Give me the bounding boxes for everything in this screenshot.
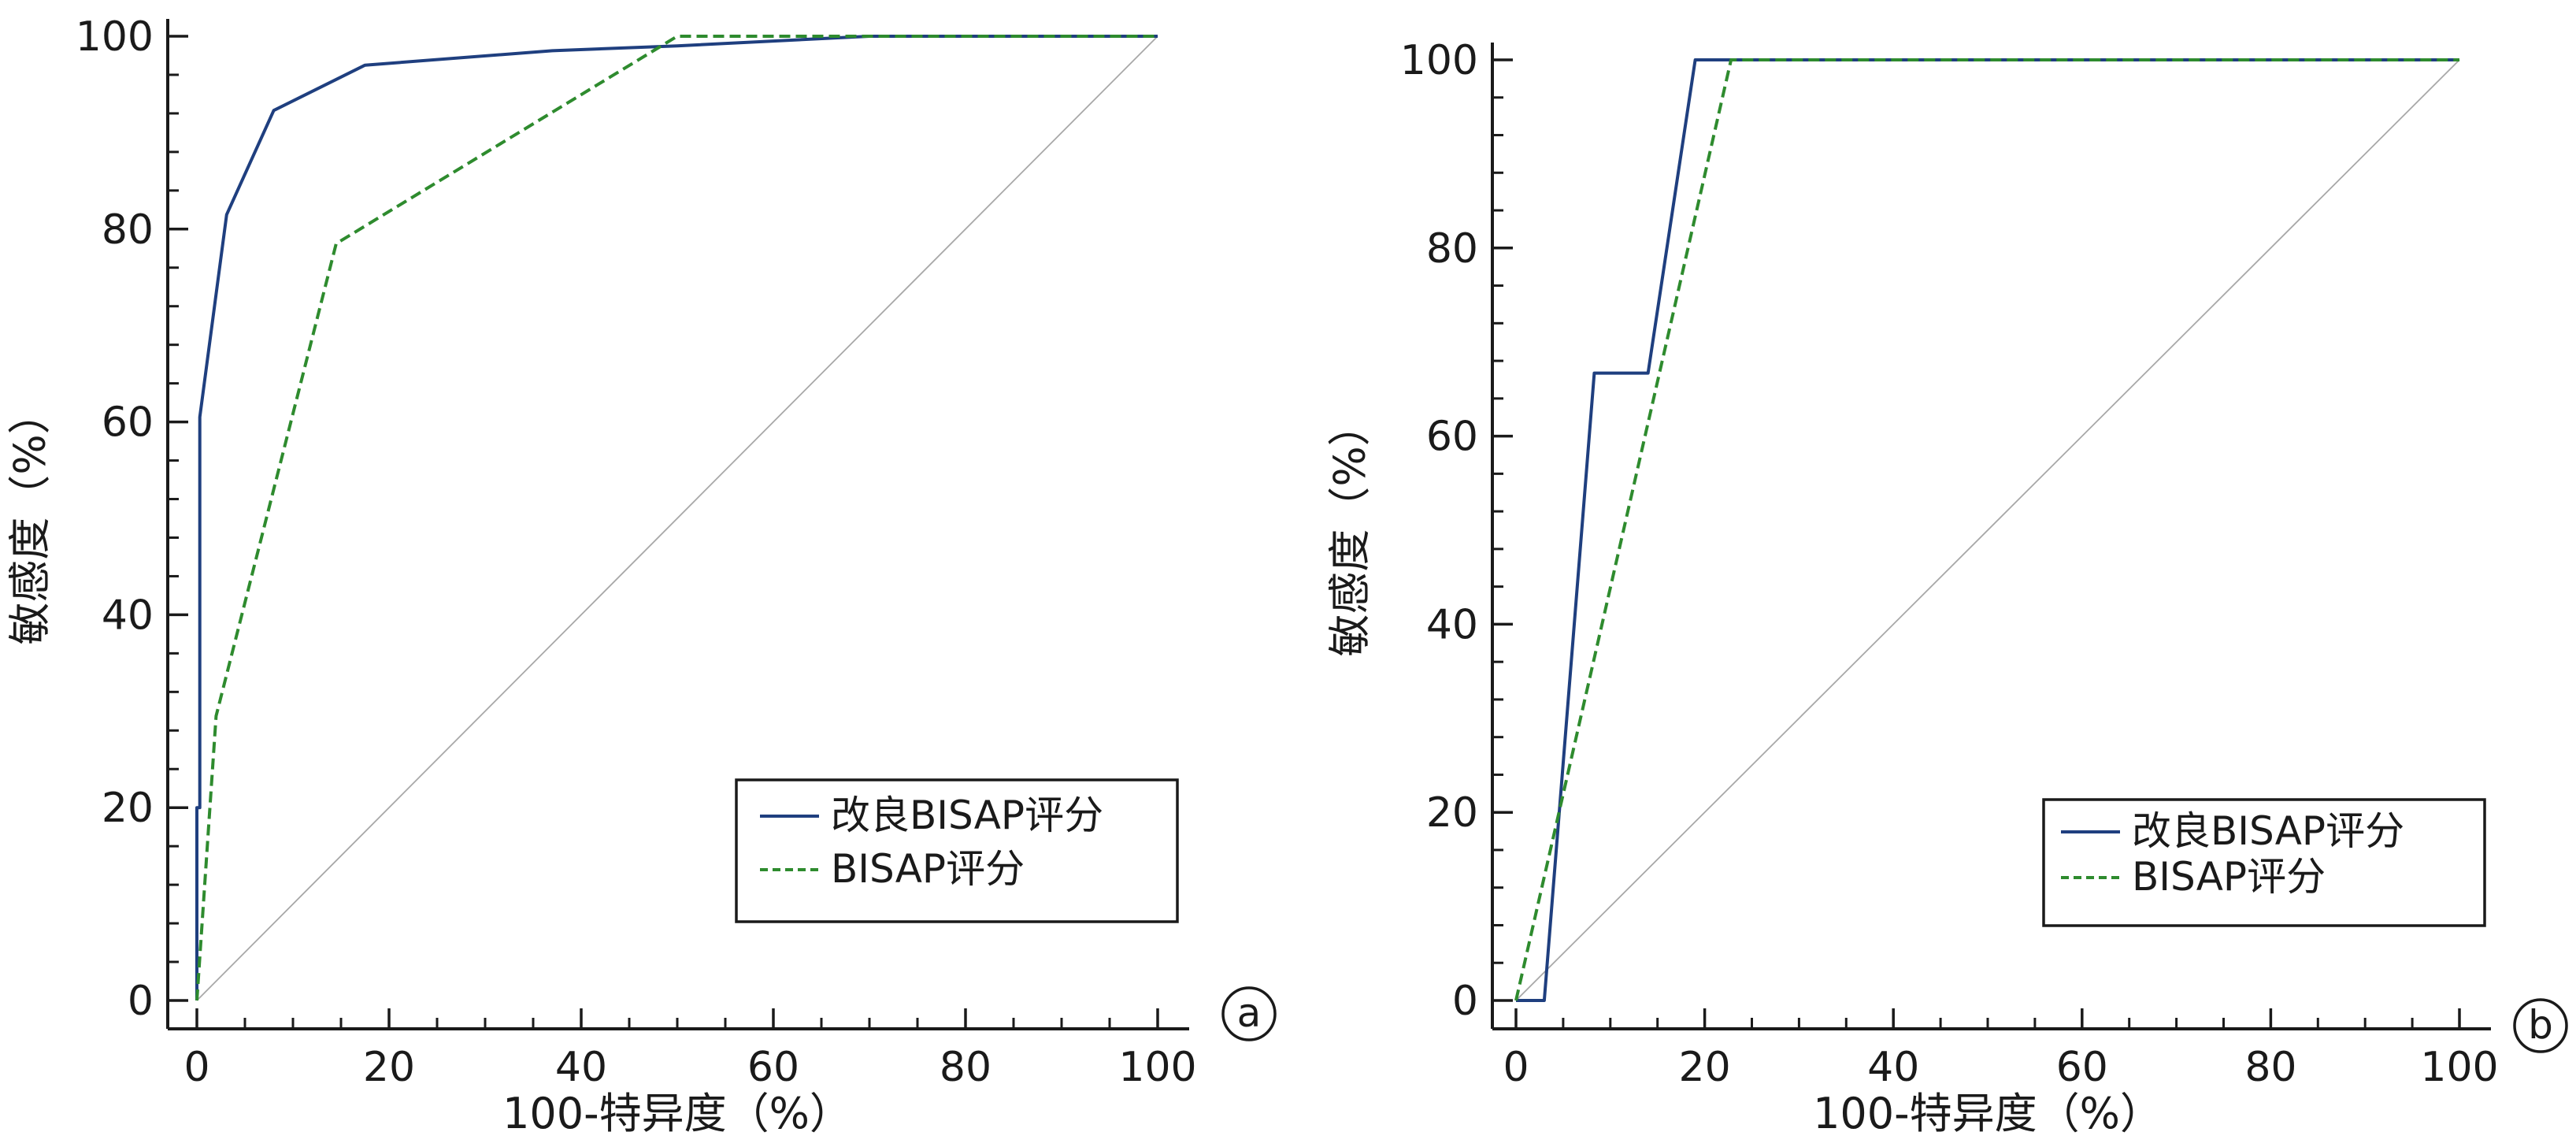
y-tick-label: 20 bbox=[102, 785, 154, 832]
x-tick-label: 0 bbox=[183, 1044, 209, 1091]
y-tick-label: 0 bbox=[1452, 978, 1478, 1025]
x-tick-label: 20 bbox=[1679, 1044, 1731, 1091]
series-line-bisap bbox=[195, 35, 1158, 1001]
x-axis-title: 100-特异度（%） bbox=[502, 1089, 852, 1138]
panel-label: a bbox=[1237, 990, 1262, 1036]
x-tick-label: 20 bbox=[363, 1044, 415, 1091]
reference-diagonal-line bbox=[196, 35, 1158, 1001]
y-tick-label: 60 bbox=[1426, 414, 1478, 461]
y-tick-label: 40 bbox=[102, 592, 154, 639]
legend-label: BISAP评分 bbox=[2132, 854, 2326, 900]
panel-label: b bbox=[2528, 1002, 2553, 1048]
x-tick-label: 80 bbox=[940, 1044, 991, 1091]
panel-label-circle bbox=[1221, 986, 1277, 1041]
roc-panel-b: 0 20 40 60 80 100 0 20 40 60 80 100 100-特异度（%） 敏感度（%）… bbox=[1325, 37, 2568, 1138]
x-tick-label: 60 bbox=[2056, 1044, 2108, 1091]
series-line-bisap bbox=[1514, 58, 2459, 1001]
reference-diagonal-line bbox=[1515, 59, 2460, 1001]
x-tick-label: 100 bbox=[2420, 1044, 2498, 1091]
y-axis-title: 敏感度（%） bbox=[1325, 403, 1375, 656]
legend-label: 改良BISAP评分 bbox=[2132, 808, 2404, 854]
y-tick-label: 20 bbox=[1426, 789, 1478, 837]
y-tick-label: 80 bbox=[1426, 225, 1478, 273]
y-tick-label: 0 bbox=[128, 978, 154, 1025]
y-axis-title: 敏感度（%） bbox=[6, 392, 55, 644]
legend-label: BISAP评分 bbox=[831, 846, 1025, 892]
x-axis-title: 100-特异度（%） bbox=[1813, 1089, 2163, 1138]
series-line-modified-bisap bbox=[1516, 58, 2459, 1002]
y-tick-label: 60 bbox=[102, 399, 154, 447]
x-tick-label: 40 bbox=[1867, 1044, 1919, 1091]
x-tick-label: 60 bbox=[747, 1044, 799, 1091]
y-tick-label: 100 bbox=[1400, 37, 1478, 84]
x-tick-label: 0 bbox=[1503, 1044, 1529, 1091]
x-tick-label: 100 bbox=[1118, 1044, 1196, 1091]
roc-panel-a: 0 20 40 60 80 100 0 20 40 60 80 100 100-特异度（%） 敏感度（%）… bbox=[6, 13, 1277, 1138]
legend-box bbox=[735, 778, 1179, 923]
x-tick-label: 40 bbox=[555, 1044, 607, 1091]
y-tick-label: 40 bbox=[1426, 601, 1478, 648]
x-tick-label: 80 bbox=[2244, 1044, 2296, 1091]
legend-label: 改良BISAP评分 bbox=[831, 793, 1103, 838]
series-line-modified-bisap bbox=[195, 35, 1158, 1000]
y-tick-label: 80 bbox=[102, 206, 154, 254]
legend-box bbox=[2042, 798, 2486, 927]
y-tick-label: 100 bbox=[76, 13, 154, 61]
panel-label-circle bbox=[2513, 998, 2568, 1053]
